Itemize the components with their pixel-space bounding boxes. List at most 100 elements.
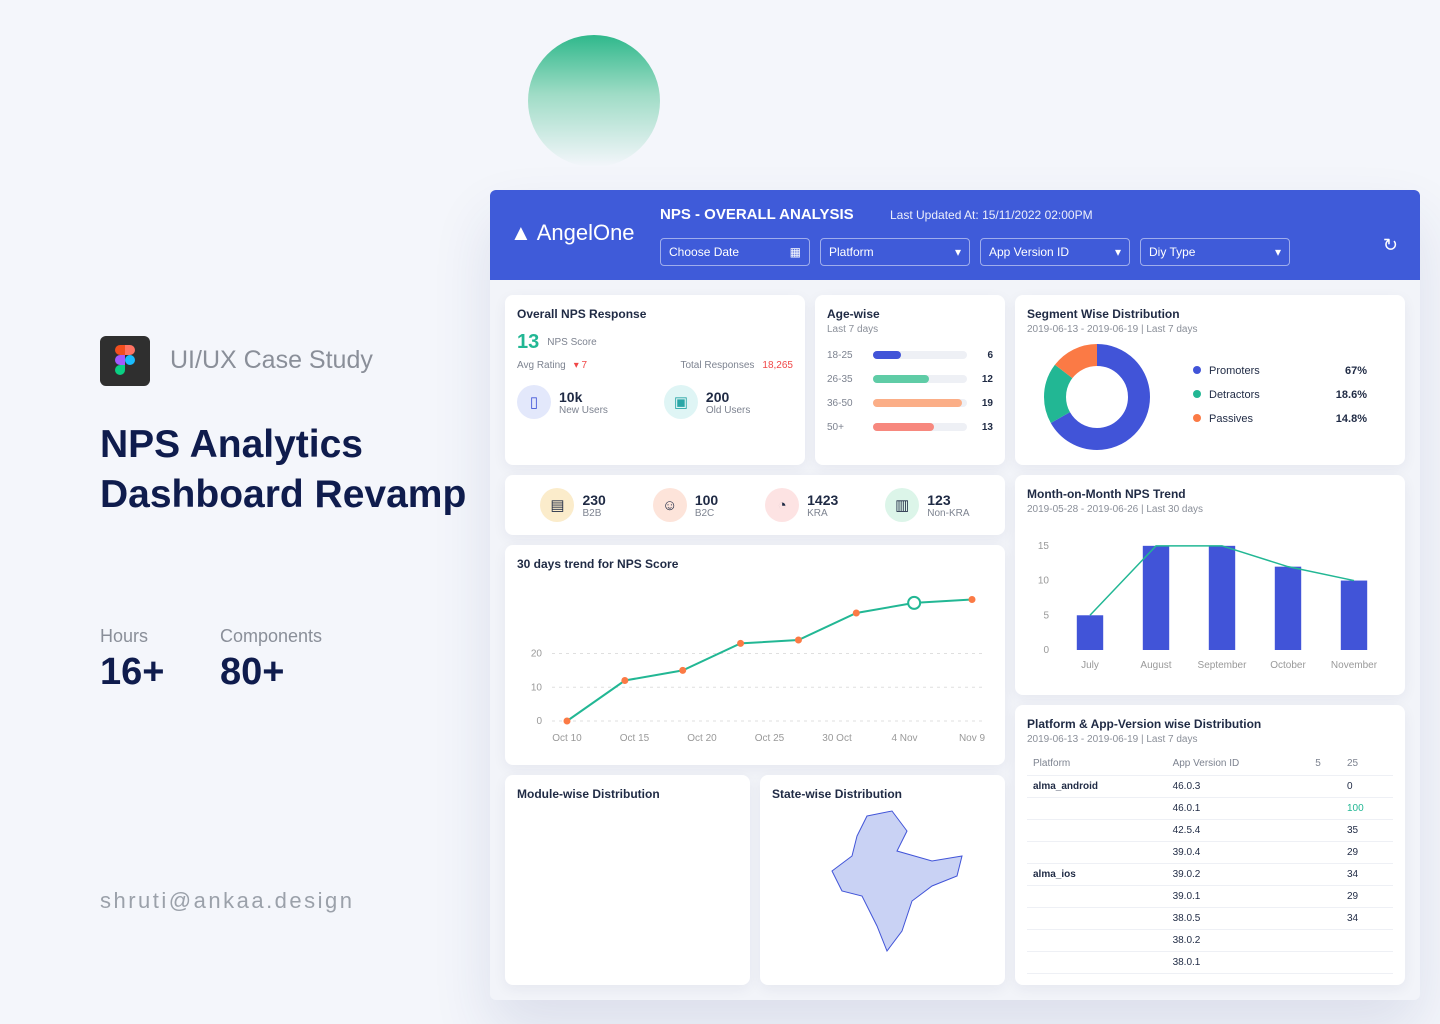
x-tick: 30 Oct — [822, 733, 852, 744]
x-tick: 4 Nov — [891, 733, 917, 744]
id-card-icon: ▣ — [663, 385, 698, 419]
table-cell: 46.0.1 — [1166, 797, 1310, 820]
decorative-gradient-circle — [528, 35, 660, 167]
platform-table-card: Platform & App-Version wise Distribution… — [1015, 705, 1405, 985]
donut-slice — [1044, 344, 1150, 450]
mom-bar — [1340, 580, 1368, 650]
y-tick: 15 — [1038, 541, 1050, 552]
table-cell — [1309, 819, 1341, 842]
legend-dot — [1193, 390, 1201, 398]
chevron-down-icon: ▾ — [1114, 245, 1121, 259]
table-cell — [1341, 951, 1393, 974]
state-card: State-wise Distribution — [760, 775, 1005, 985]
diy-type-select[interactable]: Diy Type ▾ — [1140, 238, 1290, 266]
x-tick: Oct 10 — [552, 733, 582, 744]
platform-select[interactable]: Platform ▾ — [820, 238, 970, 266]
table-cell: 34 — [1341, 863, 1393, 886]
x-tick: August — [1140, 660, 1171, 671]
legend-label: Promoters — [1209, 365, 1260, 377]
chevron-down-icon: ▾ — [954, 245, 961, 259]
x-tick: October — [1270, 660, 1306, 671]
app-version-select[interactable]: App Version ID ▾ — [980, 238, 1130, 266]
table-cell: 35 — [1341, 819, 1393, 842]
module-card: Module-wise Distribution — [505, 775, 750, 985]
y-tick: 5 — [1043, 610, 1049, 621]
platform-table: Platform App Version ID 5 25 alma_android 46.… — [1027, 753, 1393, 974]
table-row: 38.0.5 34 — [1027, 907, 1393, 930]
age-bar — [873, 375, 930, 383]
table-row: 39.0.4 29 — [1027, 841, 1393, 864]
refresh-icon[interactable]: ↻ — [1382, 235, 1398, 255]
table-cell: 0 — [1341, 775, 1393, 798]
legend-dot — [1193, 414, 1201, 422]
date-picker[interactable]: Choose Date ▦ — [660, 238, 810, 266]
table-cell: 34 — [1341, 907, 1393, 930]
table-cell — [1027, 819, 1167, 842]
table-cell — [1309, 929, 1341, 952]
x-tick: July — [1081, 660, 1099, 671]
donut-slice — [1044, 344, 1150, 450]
table-cell: 100 — [1341, 797, 1393, 820]
age-group-row: 18-25 6 — [827, 349, 993, 361]
table-cell — [1027, 841, 1167, 864]
x-tick: September — [1198, 660, 1248, 671]
table-cell — [1027, 885, 1167, 908]
calendar-icon: ▦ — [789, 245, 801, 259]
y-tick: 10 — [531, 682, 543, 693]
trend-card: 30 days trend for NPS Score 0 10 20 Oct 10 O… — [505, 545, 1005, 765]
dashboard-header: ▲ AngelOne NPS - OVERALL ANALYSIS Last U… — [490, 190, 1420, 280]
y-tick: 0 — [1043, 645, 1049, 656]
overall-nps-card: Overall NPS Response 13 NPS Score Avg Rat… — [505, 295, 805, 465]
table-row: 39.0.1 29 — [1027, 885, 1393, 908]
age-group-row: 26-35 12 — [827, 373, 993, 385]
chart-icon: ▥ — [885, 488, 920, 522]
table-row: 38.0.2 — [1027, 929, 1393, 952]
table-cell — [1027, 907, 1167, 930]
table-cell — [1027, 929, 1167, 952]
table-row: 46.0.1 100 — [1027, 797, 1393, 820]
trend-point — [563, 717, 571, 725]
table-header: 25 — [1341, 753, 1393, 776]
table-cell: 29 — [1341, 841, 1393, 864]
age-bar — [873, 399, 963, 407]
stat-tile: ▥ 123 Non-KRA — [885, 488, 970, 522]
table-cell — [1309, 775, 1341, 798]
table-cell: 38.0.5 — [1166, 907, 1310, 930]
kicker: UI/UX Case Study — [170, 346, 373, 374]
table-cell: 39.0.2 — [1166, 863, 1310, 886]
table-header: App Version ID — [1166, 753, 1310, 776]
gauge-icon: ◔ — [765, 488, 800, 522]
mom-line — [1089, 545, 1355, 616]
stat-components: Components 80+ — [220, 626, 323, 693]
table-cell: alma_android — [1027, 775, 1167, 798]
mom-bar — [1208, 545, 1236, 650]
india-map-icon — [831, 810, 963, 953]
x-tick: Nov 9 — [959, 733, 986, 744]
y-tick: 20 — [531, 649, 543, 660]
table-cell — [1027, 797, 1167, 820]
y-tick: 10 — [1038, 576, 1050, 587]
angelone-logo: ▲ AngelOne — [510, 220, 635, 245]
table-row: 42.5.4 35 — [1027, 819, 1393, 842]
table-cell: 42.5.4 — [1166, 819, 1310, 842]
segment-card: Segment Wise Distribution 2019-06-13 - 20… — [1015, 295, 1405, 465]
legend-value: 67% — [1345, 365, 1367, 377]
table-cell: 39.0.1 — [1166, 885, 1310, 908]
table-row: alma_ios 39.0.2 34 — [1027, 863, 1393, 886]
table-cell: alma_ios — [1027, 863, 1167, 886]
contact-email[interactable]: shruti@ankaa.design — [100, 888, 355, 913]
trend-line — [566, 598, 973, 722]
age-bar — [873, 351, 902, 359]
table-cell — [1341, 929, 1393, 952]
trend-point — [794, 636, 802, 644]
table-cell — [1309, 951, 1341, 974]
table-header: 5 — [1309, 753, 1341, 776]
mom-bar — [1142, 545, 1170, 650]
trend-point — [621, 677, 629, 684]
age-bar — [873, 423, 935, 431]
x-tick: Oct 15 — [620, 733, 650, 744]
table-cell: 29 — [1341, 885, 1393, 908]
state-title: State-wise Distribution — [772, 787, 903, 801]
stat-hours: Hours 16+ — [100, 626, 165, 693]
mom-bar — [1076, 615, 1104, 650]
